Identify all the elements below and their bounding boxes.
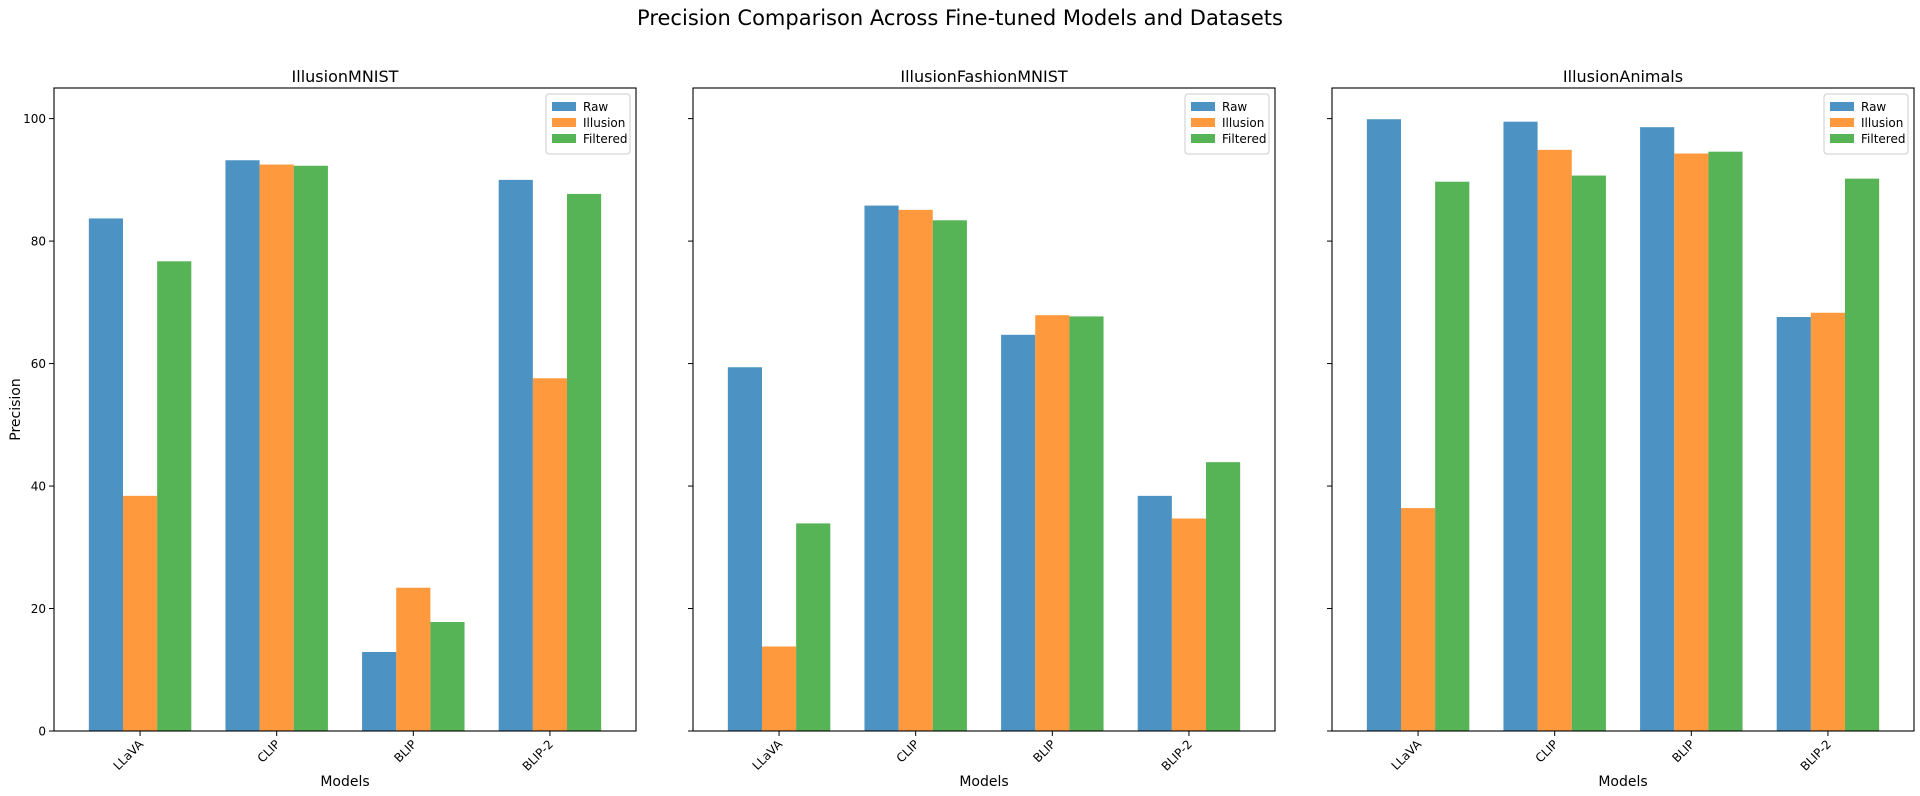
bar-illusion-blip-2 [1171,518,1206,731]
x-tick-label: BLIP-2 [1798,737,1834,773]
legend-swatch-filtered [552,134,576,143]
x-axis-label: Models [1598,774,1647,790]
y-tick-label: 80 [31,235,46,249]
legend-label-raw: Raw [1861,100,1886,114]
bar-raw-blip-2 [498,179,533,732]
legend-swatch-raw [1830,102,1854,111]
bar-raw-clip [864,205,899,731]
y-tick-label: 100 [23,112,46,126]
bar-filtered-llava [1435,181,1470,731]
legend-label-illusion: Illusion [1861,116,1903,130]
bar-raw-llava [1366,119,1401,732]
x-tick-label: BLIP-2 [520,737,556,773]
legend-swatch-illusion [1830,118,1854,127]
x-tick-label: CLIP [1533,737,1561,765]
bar-illusion-blip-2 [532,378,567,731]
y-tick-label: 0 [38,725,46,739]
bar-filtered-blip [430,622,465,731]
legend: Raw Illusion Filtered [1823,93,1909,155]
plot-frame [692,87,1276,732]
bar-filtered-clip [932,220,967,731]
bar-illusion-blip [1674,153,1709,731]
x-tick-label: CLIP [255,737,283,765]
bar-raw-llava [88,218,123,731]
bar-illusion-llava [761,646,797,731]
panel-title: IllusionAnimals [1563,67,1683,86]
chart-panel: LLaVA CLIP BLIP BLIP-2 IllusionAnimals Models… [1327,67,1915,790]
x-tick-label: BLIP [1030,737,1058,765]
y-tick-label: 40 [31,480,46,494]
bar-raw-blip [1640,127,1675,731]
legend-label-illusion: Illusion [583,116,625,130]
x-tick-label: LLaVA [1389,737,1425,773]
bar-filtered-clip [1571,175,1606,731]
legend-label-filtered: Filtered [1861,132,1905,146]
bar-raw-blip [362,652,397,731]
legend-swatch-filtered [1830,134,1854,143]
bar-illusion-llava [122,495,158,731]
legend-swatch-filtered [1191,134,1215,143]
legend-label-filtered: Filtered [583,132,627,146]
legend-swatch-illusion [552,118,576,127]
legend-label-raw: Raw [583,100,608,114]
legend-label-raw: Raw [1222,100,1247,114]
y-axis-label: Precision [8,378,24,440]
x-tick-label: BLIP-2 [1159,737,1195,773]
bar-raw-blip [1001,334,1036,731]
bar-illusion-clip [898,209,933,732]
bar-illusion-blip [1035,315,1070,731]
bar-filtered-clip [293,165,328,731]
panel-title: IllusionFashionMNIST [900,67,1068,86]
bar-filtered-blip-2 [1845,178,1880,731]
panel-title: IllusionMNIST [292,67,399,86]
x-tick-label: BLIP [1669,737,1697,765]
x-axis-label: Models [959,774,1008,790]
plot-frame [53,87,637,732]
y-tick-label: 60 [31,357,46,371]
x-tick-label: LLaVA [111,737,147,773]
bar-filtered-blip [1069,316,1104,731]
y-tick-label: 20 [31,602,46,616]
bar-filtered-blip-2 [567,193,602,731]
chart-panel: LLaVA CLIP BLIP BLIP-2 IllusionFashionMNIST M… [688,67,1276,790]
bar-filtered-blip [1708,151,1743,731]
bar-illusion-clip [259,164,294,732]
legend-swatch-illusion [1191,118,1215,127]
bar-filtered-llava [157,261,192,731]
bar-raw-llava [727,367,762,731]
x-axis-label: Models [320,774,369,790]
bar-raw-clip [1503,121,1538,732]
legend: Raw Illusion Filtered [1184,93,1270,155]
bar-illusion-clip [1537,149,1572,732]
x-tick-label: LLaVA [750,737,786,773]
bar-illusion-llava [1400,508,1436,731]
legend: Raw Illusion Filtered [545,93,631,155]
bar-raw-clip [225,160,260,731]
bar-illusion-blip [396,587,431,731]
legend-label-filtered: Filtered [1222,132,1266,146]
bar-filtered-llava [796,523,831,731]
legend-swatch-raw [552,102,576,111]
legend-swatch-raw [1191,102,1215,111]
plot-frame [1331,87,1915,732]
figure-title: Precision Comparison Across Fine-tuned M… [637,6,1283,30]
x-tick-label: BLIP [391,737,419,765]
bar-raw-blip-2 [1137,495,1172,731]
bar-raw-blip-2 [1776,317,1811,731]
bar-illusion-blip-2 [1810,312,1845,731]
x-tick-label: CLIP [894,737,922,765]
bar-filtered-blip-2 [1206,462,1241,731]
legend-label-illusion: Illusion [1222,116,1264,130]
